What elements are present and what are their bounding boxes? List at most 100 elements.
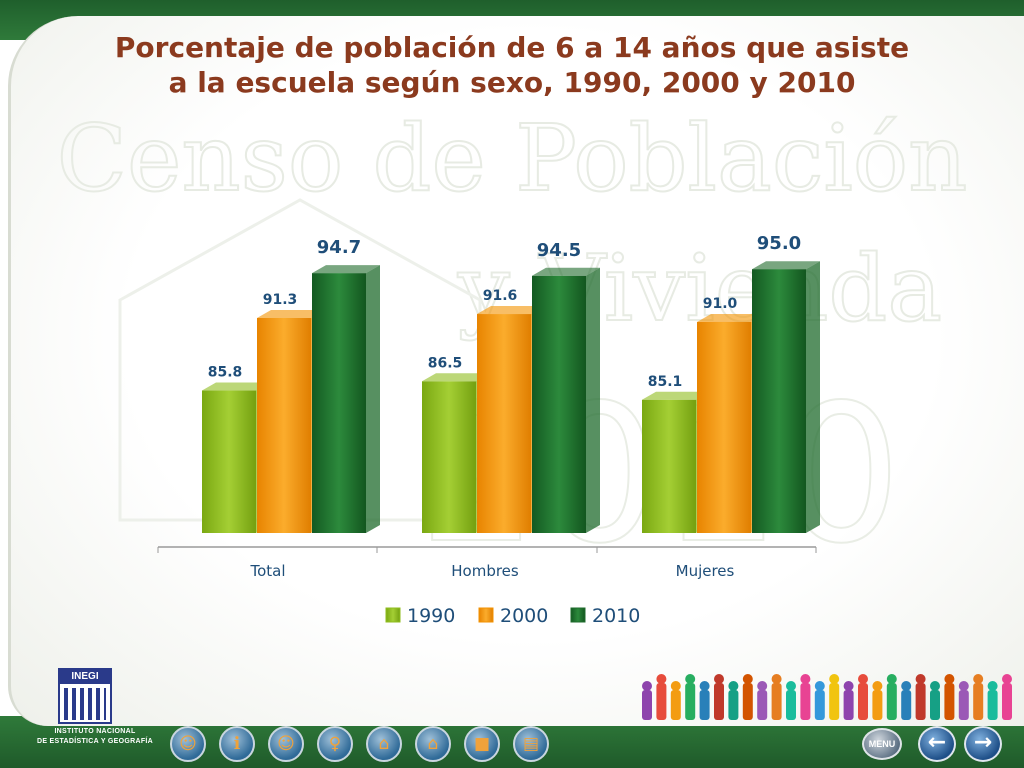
- person-head: [973, 674, 984, 684]
- person-body: [699, 690, 710, 720]
- bar-top-mujeres-2000: [697, 313, 765, 322]
- person-head: [958, 681, 969, 691]
- person-body: [901, 690, 912, 720]
- bar-side-hombres-2010: [586, 267, 600, 533]
- bar-top-total-2010: [312, 265, 380, 274]
- person-head: [886, 674, 897, 684]
- house-icon: ⌂: [378, 734, 390, 754]
- legend-label-2010: 2010: [592, 605, 640, 627]
- bar-top-mujeres-1990: [642, 391, 710, 400]
- data-label-mujeres-1990: 85.1: [648, 374, 683, 390]
- menu-label: MENU: [868, 739, 896, 749]
- person-head: [843, 681, 854, 691]
- people-icon: ☺: [179, 734, 197, 754]
- bar-hombres-2000: [477, 314, 531, 533]
- person-body: [987, 690, 998, 720]
- person-head: [771, 674, 782, 684]
- person-head: [786, 681, 796, 691]
- person-body: [829, 683, 840, 720]
- person-head: [670, 681, 681, 691]
- person-head: [915, 674, 926, 684]
- person-info-icon: ℹ: [233, 734, 241, 754]
- person-body: [915, 683, 926, 720]
- category-label-total: Total: [249, 562, 285, 580]
- person-info-nav-button[interactable]: ℹ: [219, 726, 255, 762]
- legend-swatch-2000: [478, 607, 494, 623]
- person-head: [699, 681, 710, 691]
- bars-group: 85.8 91.3 94.7 86.5 91.6 94.5 85.1 91.0 95.0: [202, 233, 820, 533]
- title-line-1: Porcentaje de población de 6 a 14 años q…: [114, 31, 910, 64]
- institute-line-2: DE ESTADÍSTICA Y GEOGRAFÍA: [36, 738, 154, 745]
- data-label-hombres-1990: 86.5: [428, 355, 463, 371]
- bar-top-hombres-1990: [422, 373, 490, 382]
- menu-button[interactable]: MENU: [862, 728, 902, 760]
- dwelling-nav-button[interactable]: ⌂: [415, 726, 451, 762]
- bar-total-2000: [257, 317, 311, 533]
- bar-top-total-1990: [202, 382, 270, 391]
- person-head: [814, 681, 825, 691]
- person-body: [886, 683, 897, 720]
- bar-hombres-1990: [422, 381, 476, 533]
- person-body: [814, 690, 825, 720]
- person-body: [656, 683, 667, 720]
- person-yellow-icon: ☺: [277, 734, 295, 754]
- person-head: [656, 674, 667, 684]
- person-head: [872, 681, 883, 691]
- house-nav-button[interactable]: ⌂: [366, 726, 402, 762]
- person-head: [901, 681, 912, 691]
- person-body: [771, 683, 782, 720]
- person-body: [642, 690, 652, 720]
- logo-grid-pattern: [64, 688, 106, 720]
- data-label-mujeres-2010: 95.0: [757, 233, 801, 254]
- back-arrow-button[interactable]: ←: [918, 726, 956, 762]
- person-body: [786, 690, 796, 720]
- category-labels: Total Hombres Mujeres: [249, 562, 734, 580]
- person-head: [1002, 674, 1012, 684]
- family-icon: ♀: [328, 734, 342, 754]
- person-head: [858, 674, 868, 684]
- person-head: [800, 674, 811, 684]
- bar-top-hombres-2000: [477, 306, 545, 315]
- person-head: [829, 674, 840, 684]
- person-body: [728, 690, 739, 720]
- person-body: [930, 690, 940, 720]
- people-illustration: [642, 674, 1012, 720]
- arrow-right-icon: →: [973, 730, 993, 755]
- forward-arrow-button[interactable]: →: [964, 726, 1002, 762]
- title-line-2: a la escuela según sexo, 1990, 2000 y 20…: [168, 66, 856, 99]
- person-yellow-nav-button[interactable]: ☺: [268, 726, 304, 762]
- person-body: [872, 690, 883, 720]
- person-body: [714, 683, 724, 720]
- legend-label-1990: 1990: [407, 605, 455, 627]
- bar-mujeres-2010: [752, 269, 806, 533]
- dwelling-icon: ⌂: [427, 734, 439, 754]
- data-label-total-2000: 91.3: [263, 292, 298, 308]
- inegi-logo-mark: INEGI: [58, 668, 112, 724]
- bar-side-total-2010: [366, 265, 380, 533]
- category-label-hombres: Hombres: [451, 562, 519, 580]
- arrow-left-icon: ←: [927, 730, 947, 755]
- category-label-mujeres: Mujeres: [676, 562, 735, 580]
- person-head: [930, 681, 940, 691]
- bar-top-hombres-2010: [532, 267, 600, 276]
- person-head: [714, 674, 724, 684]
- family-nav-button[interactable]: ♀: [317, 726, 353, 762]
- bar-mujeres-2000: [697, 321, 751, 533]
- people-nav-button[interactable]: ☺: [170, 726, 206, 762]
- person-head: [685, 674, 696, 684]
- person-head: [757, 681, 768, 691]
- bar-mujeres-1990: [642, 399, 696, 533]
- person-body: [958, 690, 969, 720]
- person-body: [1002, 683, 1012, 720]
- legend-label-2000: 2000: [500, 605, 548, 627]
- map-icon: ■: [473, 734, 491, 754]
- person-head: [728, 681, 739, 691]
- person-body: [858, 683, 868, 720]
- person-body: [685, 683, 696, 720]
- bar-side-mujeres-2010: [806, 261, 820, 533]
- map-nav-button[interactable]: ■: [464, 726, 500, 762]
- institute-line-1: INSTITUTO NACIONAL: [54, 728, 136, 735]
- inegi-logo: INEGI INSTITUTO NACIONAL DE ESTADÍSTICA …: [37, 668, 153, 745]
- person-head: [742, 674, 753, 684]
- document-nav-button[interactable]: ▤: [513, 726, 549, 762]
